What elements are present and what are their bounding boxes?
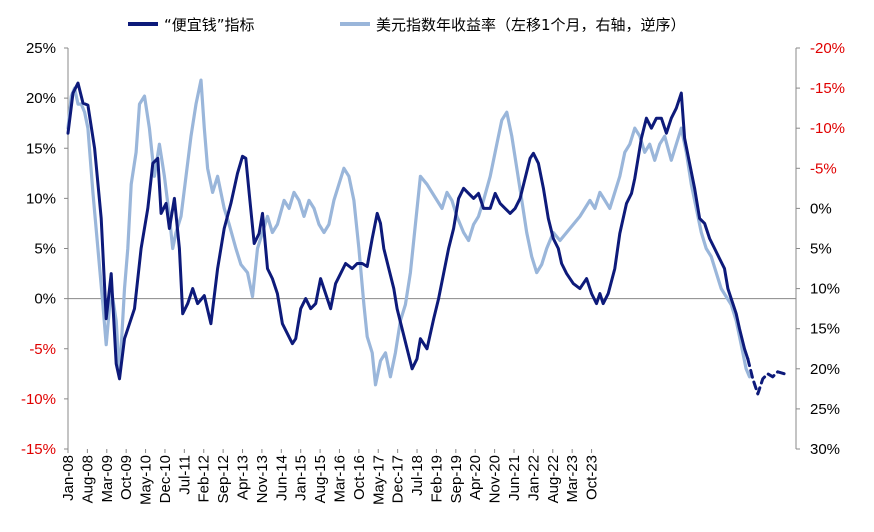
right-tick-label: 20%: [810, 361, 840, 378]
x-tick: Jan-22: [525, 455, 542, 501]
legend-label: “便宜钱”指标: [164, 16, 255, 34]
x-tick-label: Jan-08: [60, 455, 77, 501]
left-tick-label: 15%: [26, 140, 56, 157]
right-tick-label: 10%: [810, 281, 840, 298]
right-tick-label: 30%: [810, 441, 840, 458]
right-tick-label: -20%: [810, 40, 845, 57]
x-tick-label: Nov-13: [254, 455, 271, 503]
x-tick: Jul-18: [409, 455, 426, 496]
left-tick-label: 0%: [34, 291, 56, 308]
x-tick-label: Jun-14: [273, 455, 290, 501]
series-layer: [66, 78, 786, 396]
x-tick: Oct-16: [351, 455, 368, 500]
x-tick: Sep-19: [448, 455, 465, 503]
right-tick-label: 25%: [810, 401, 840, 418]
left-tick-label: 20%: [26, 90, 56, 107]
right-axis: -20% -15% -10% -5% 0% 5% 10% 15% 20% 25% 30%: [795, 40, 845, 458]
left-tick-label: 5%: [34, 241, 56, 258]
x-tick-label: Apr-20: [467, 455, 484, 500]
x-tick-label: Mar-23: [564, 455, 581, 503]
x-tick-label: Oct-09: [118, 455, 135, 500]
x-tick-label: Sep-12: [215, 455, 232, 503]
x-tick-label: Sep-19: [448, 455, 465, 503]
left-tick-label: 10%: [26, 190, 56, 207]
x-tick: Aug-08: [79, 455, 96, 503]
x-tick: Jun-14: [273, 455, 290, 501]
x-tick: Oct-23: [584, 455, 601, 500]
x-tick-label: May-10: [138, 455, 155, 505]
x-tick: Dec-10: [157, 455, 174, 503]
left-tick-label: 25%: [26, 40, 56, 57]
x-tick-label: Jul-18: [409, 455, 426, 496]
x-tick-label: May-17: [370, 455, 387, 505]
x-tick: Jan-15: [293, 455, 310, 501]
x-tick: Mar-09: [99, 455, 116, 503]
right-tick-label: 5%: [810, 241, 832, 258]
x-tick: Dec-17: [390, 455, 407, 503]
legend: “便宜钱”指标 美元指数年收益率（左移1个月，右轴，逆序）: [128, 16, 686, 34]
x-tick-label: Jan-15: [293, 455, 310, 501]
x-tick: Feb-12: [196, 455, 213, 503]
x-tick: Mar-16: [331, 455, 348, 503]
x-tick: Mar-23: [564, 455, 581, 503]
x-tick: Oct-09: [118, 455, 135, 500]
right-tick-label: 15%: [810, 321, 840, 338]
x-tick: May-17: [370, 455, 387, 505]
right-tick-label: -15%: [810, 80, 845, 97]
x-tick-label: Aug-08: [79, 455, 96, 503]
legend-label: 美元指数年收益率（左移1个月，右轴，逆序）: [376, 16, 686, 34]
x-tick-label: Jan-22: [525, 455, 542, 501]
left-axis: 25% 20% 15% 10% 5% 0% -5% -10% -15%: [21, 40, 69, 458]
x-tick-label: Jul-11: [176, 455, 193, 495]
x-tick: May-10: [138, 455, 155, 505]
x-tick-label: Aug-22: [545, 455, 562, 503]
x-tick: Sep-12: [215, 455, 232, 503]
x-tick-label: Nov-20: [487, 455, 504, 503]
x-tick: Nov-13: [254, 455, 271, 503]
x-tick: Aug-22: [545, 455, 562, 503]
x-tick-label: Feb-12: [196, 455, 213, 503]
x-axis: Jan-08 Aug-08 Mar-09 Oct-09 May-10 Dec-10 Jul-…: [60, 449, 601, 505]
left-tick-label: -5%: [29, 341, 56, 358]
x-tick-label: Oct-16: [351, 455, 368, 500]
x-tick: Aug-15: [312, 455, 329, 503]
x-tick: Apr-13: [235, 455, 252, 500]
x-tick: Apr-20: [467, 455, 484, 500]
x-tick: Jan-08: [60, 455, 77, 501]
left-tick-label: -10%: [21, 391, 56, 408]
right-tick-label: -5%: [810, 160, 837, 177]
x-tick: Feb-19: [428, 455, 445, 503]
series-line: [66, 78, 752, 387]
x-tick-label: Mar-09: [99, 455, 116, 503]
x-tick-label: Feb-19: [428, 455, 445, 503]
x-tick-label: Apr-13: [235, 455, 252, 500]
x-tick-label: Dec-17: [390, 455, 407, 503]
series-line: [746, 357, 786, 396]
x-tick-label: Aug-15: [312, 455, 329, 503]
x-tick-label: Oct-23: [584, 455, 601, 500]
x-tick: Nov-20: [487, 455, 504, 503]
series-line: [66, 81, 750, 381]
x-tick-label: Dec-10: [157, 455, 174, 503]
x-tick: Jul-11: [176, 455, 193, 495]
x-tick-label: Mar-16: [331, 455, 348, 503]
right-tick-label: 0%: [810, 200, 832, 217]
x-tick: Jun-21: [506, 455, 523, 501]
x-tick-label: Jun-21: [506, 455, 523, 501]
right-tick-label: -10%: [810, 120, 845, 137]
left-tick-label: -15%: [21, 441, 56, 458]
